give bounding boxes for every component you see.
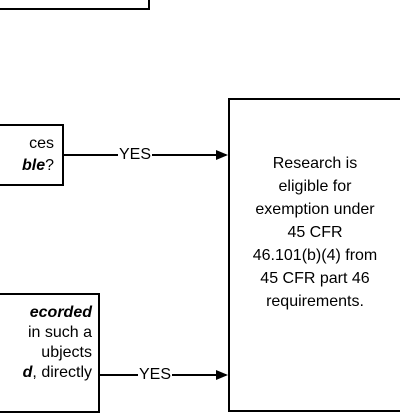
question-2-line-1: ecorded [30, 303, 92, 323]
question-1-box: ces ble? [0, 124, 64, 186]
result-box: Research is eligible for exemption under… [228, 98, 400, 412]
yes-label-1: YES [118, 146, 153, 164]
question-2-line-2: in such a [27, 324, 92, 341]
result-line: exemption under [255, 201, 375, 218]
result-line: Research is [272, 155, 358, 172]
question-2-emphasis-2: d [22, 364, 33, 381]
question-1-tail: ? [45, 157, 54, 174]
yes-label-2: YES [138, 366, 173, 384]
result-line: eligible for [278, 178, 352, 195]
question-2-line-4: d, directly [23, 363, 92, 383]
result-line: 45 CFR [287, 224, 343, 241]
question-1-line-1: ces [29, 135, 54, 152]
question-2-line-3: ubjects [41, 344, 92, 361]
question-2-tail: , directly [32, 364, 92, 381]
result-line: requirements. [266, 293, 364, 310]
result-line: 45 CFR part 46 [260, 270, 370, 287]
question-2-box: ecorded in such a ubjects d, directly [0, 293, 100, 413]
question-1-line-2: ble? [22, 156, 54, 176]
question-2-emphasis-1: ecorded [29, 304, 92, 321]
result-line: 46.101(b)(4) from [252, 247, 378, 264]
top-decision-box [0, 0, 150, 10]
result-text: Research is eligible for exemption under… [230, 152, 400, 313]
question-1-emphasis: ble [21, 157, 46, 174]
